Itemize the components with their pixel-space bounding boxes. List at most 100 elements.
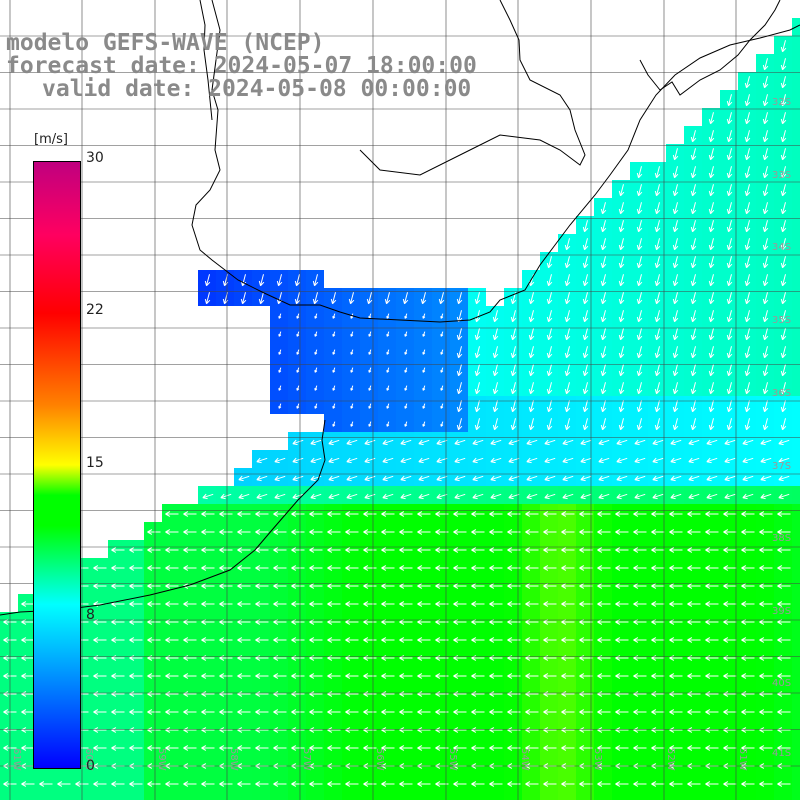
wind-arrow <box>165 709 179 715</box>
wind-arrow <box>705 601 719 607</box>
wind-arrow <box>21 745 35 751</box>
wind-cell <box>756 504 774 522</box>
wind-arrow <box>726 346 733 359</box>
wind-cell <box>126 648 144 666</box>
wind-cell <box>720 414 738 432</box>
wind-arrow <box>129 781 143 787</box>
wind-arrow <box>183 601 197 607</box>
wind-arrow <box>510 310 517 323</box>
wind-cell <box>378 594 396 612</box>
wind-arrow <box>93 637 107 643</box>
wind-cell <box>504 486 522 504</box>
wind-cell <box>198 630 216 648</box>
wind-cell <box>216 738 234 756</box>
wind-cell <box>468 414 486 432</box>
wind-cell <box>720 270 738 288</box>
wind-cell <box>792 126 800 144</box>
wind-cell <box>738 126 756 144</box>
wind-arrow <box>381 583 395 589</box>
wind-cell <box>558 396 576 414</box>
wind-arrow <box>708 130 715 143</box>
wind-arrow <box>706 439 718 446</box>
wind-arrow <box>456 364 463 377</box>
wind-cell <box>306 720 324 738</box>
wind-arrow <box>705 745 719 751</box>
wind-cell <box>270 270 288 288</box>
wind-cell <box>288 432 306 450</box>
wind-cell <box>378 396 396 414</box>
wind-cell <box>720 450 738 468</box>
wind-arrow <box>633 583 647 589</box>
wind-arrow <box>726 94 733 107</box>
wind-cell <box>684 306 702 324</box>
wind-cell <box>288 468 306 486</box>
wind-arrow <box>327 745 341 751</box>
wind-cell <box>702 792 720 800</box>
wind-cell <box>396 468 414 486</box>
wind-cell <box>774 648 792 666</box>
wind-arrow <box>546 328 553 341</box>
wind-cell <box>468 324 486 342</box>
wind-cell <box>432 324 450 342</box>
wind-arrow <box>219 781 233 787</box>
wind-arrow <box>381 745 395 751</box>
wind-arrow <box>546 274 553 287</box>
wind-arrow <box>273 745 287 751</box>
wind-cell <box>234 738 252 756</box>
wind-cell <box>756 72 774 90</box>
wind-arrow <box>544 439 556 446</box>
wind-cell <box>738 432 756 450</box>
wind-arrow <box>672 400 679 413</box>
wind-cell <box>792 342 800 360</box>
wind-cell <box>234 540 252 558</box>
wind-cell <box>684 720 702 738</box>
wind-cell <box>738 540 756 558</box>
wind-cell <box>72 774 90 792</box>
wind-arrow <box>759 565 773 571</box>
wind-cell <box>594 540 612 558</box>
wind-cell <box>324 486 342 504</box>
wind-arrow <box>201 745 215 751</box>
wind-cell <box>288 774 306 792</box>
wind-arrow <box>726 364 733 377</box>
wind-cell <box>198 270 216 288</box>
wind-arrow <box>726 418 733 431</box>
wind-cell <box>648 756 666 774</box>
wind-cell <box>270 306 288 324</box>
wind-cell <box>558 666 576 684</box>
wind-arrow <box>291 529 305 535</box>
wind-arrow <box>546 292 553 305</box>
wind-arrow <box>111 673 125 679</box>
wind-arrow <box>435 511 449 517</box>
wind-arrow <box>760 475 772 482</box>
wind-arrow <box>472 439 484 446</box>
wind-cell <box>90 576 108 594</box>
wind-arrow <box>762 328 769 341</box>
wind-cell <box>666 756 684 774</box>
wind-cell <box>522 378 540 396</box>
wind-cell <box>270 648 288 666</box>
wind-arrow <box>456 328 463 341</box>
wind-arrow <box>598 493 610 500</box>
wind-cell <box>666 162 684 180</box>
wind-cell <box>324 756 342 774</box>
wind-arrow <box>651 673 665 679</box>
wind-arrow <box>310 457 322 464</box>
wind-arrow <box>759 511 773 517</box>
wind-cell <box>792 540 800 558</box>
wind-cell <box>702 324 720 342</box>
wind-cell <box>504 522 522 540</box>
wind-cell <box>252 504 270 522</box>
wind-cell <box>630 648 648 666</box>
wind-cell <box>144 522 162 540</box>
wind-arrow <box>368 331 372 337</box>
wind-cell <box>108 594 126 612</box>
wind-cell <box>774 252 792 270</box>
wind-cell <box>432 558 450 576</box>
wind-arrow <box>310 493 322 500</box>
wind-cell <box>306 576 324 594</box>
wind-arrow <box>726 148 733 161</box>
wind-cell <box>774 702 792 720</box>
wind-arrow <box>363 673 377 679</box>
